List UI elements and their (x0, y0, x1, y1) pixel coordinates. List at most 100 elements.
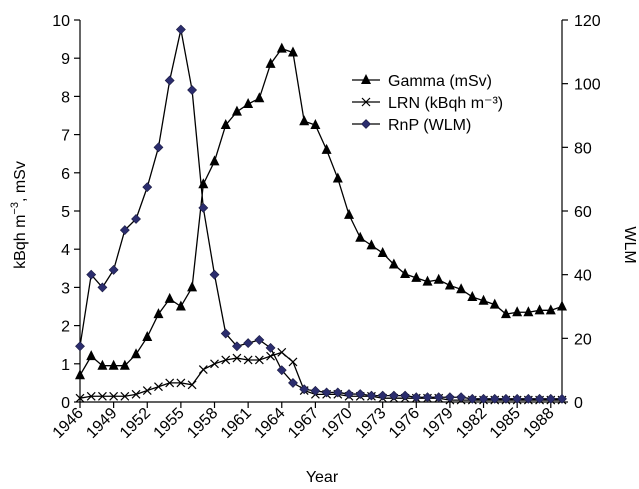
left-y-axis-label-suffix: , mSv (12, 161, 29, 202)
lrn-point (176, 378, 186, 388)
rnp-point (299, 384, 310, 395)
gamma-point (489, 298, 500, 309)
gamma-point (108, 359, 119, 370)
rnp-point (164, 75, 175, 86)
lrn-point-stroke (277, 347, 287, 357)
rnp-point (119, 225, 130, 236)
rnp-point (265, 342, 276, 353)
x-tick-label: 1967 (285, 405, 322, 442)
rnp-point (153, 142, 164, 153)
rnp-point (366, 390, 377, 401)
right-y-axis-label: WLM (621, 226, 638, 263)
rnp-point (97, 282, 108, 293)
gamma-point (366, 239, 377, 250)
lrn-point-stroke (86, 391, 96, 401)
lrn-point-stroke (165, 378, 175, 388)
gamma-point (344, 208, 355, 219)
rnp-point (344, 389, 354, 399)
right-y-tick-label: 80 (574, 140, 592, 157)
gamma-point (332, 172, 343, 183)
rnp-point (254, 335, 265, 345)
rnp-point (456, 392, 467, 403)
rnp-point (355, 389, 366, 399)
lrn-point (232, 353, 242, 363)
x-tick-label: 1964 (251, 405, 288, 442)
gamma-point (142, 331, 153, 342)
legend: Gamma (mSv) LRN (kBqh m⁻³) RnP (WLM) (352, 73, 503, 134)
legend-item-gamma: Gamma (mSv) (352, 73, 492, 90)
rnp-point (433, 392, 444, 403)
left-y-tick-label: 0 (61, 395, 70, 412)
lrn-point-stroke (154, 382, 163, 392)
gamma-point (287, 46, 298, 57)
left-y-axis-label-superscript: −3 (9, 202, 21, 215)
rnp-point (400, 390, 410, 401)
rnp-point (187, 85, 198, 95)
rnp-series (75, 24, 567, 404)
gamma-point (444, 279, 455, 290)
lrn-point (187, 380, 197, 390)
rnp-point (198, 202, 209, 213)
rnp-point (75, 341, 85, 352)
lrn-point-stroke (361, 97, 371, 107)
lrn-point-stroke (232, 353, 242, 363)
gamma-point (131, 348, 142, 359)
lrn-point-stroke (120, 391, 130, 401)
lrn-point (210, 359, 219, 369)
gamma-point (164, 292, 175, 303)
rnp-point (332, 387, 343, 398)
rnp-point (108, 264, 119, 275)
x-ticks: 1946194919521955195819611964196719701973… (50, 402, 558, 442)
rnp-point (209, 269, 220, 280)
gamma-series (75, 42, 567, 380)
gamma-point (276, 42, 287, 53)
x-tick-label: 1961 (218, 405, 255, 442)
lrn-point-stroke (131, 389, 141, 399)
gamma-point (209, 155, 220, 166)
gamma-point (411, 271, 422, 282)
gamma-point (456, 283, 467, 294)
lrn-point (75, 393, 85, 403)
legend-item-rnp: RnP (WLM) (352, 117, 471, 134)
left-y-tick-label: 1 (61, 357, 70, 374)
left-y-tick-label: 9 (61, 51, 70, 68)
rnp-point (512, 393, 523, 404)
lrn-point-stroke (97, 391, 107, 401)
x-tick-label: 1949 (83, 405, 120, 442)
lrn-point-stroke (75, 393, 85, 403)
rnp-point (501, 393, 511, 404)
lrn-point (254, 355, 264, 365)
lrn-point (154, 382, 163, 392)
rnp-point (411, 392, 422, 403)
rnp-point (361, 119, 371, 129)
gamma-point (534, 304, 545, 315)
rnp-point (377, 390, 388, 401)
rnp-point (545, 393, 556, 404)
lrn-point (221, 355, 231, 365)
rnp-point (276, 365, 287, 376)
lrn-point-stroke (254, 355, 264, 365)
gamma-point (361, 74, 371, 84)
rnp-point (534, 393, 545, 404)
gamma-point (467, 290, 478, 301)
lrn-point (120, 391, 130, 401)
rnp-point (557, 393, 567, 404)
rnp-point (478, 393, 489, 404)
left-y-ticks: 0 1 2 3 4 5 6 7 8 9 10 (52, 13, 80, 412)
gamma-point (119, 359, 130, 370)
x-tick-label: 1985 (487, 405, 524, 442)
x-tick-label: 1952 (117, 405, 154, 442)
lrn-point-stroke (109, 391, 119, 401)
lrn-point-stroke (187, 380, 197, 390)
x-tick-label: 1979 (420, 405, 457, 442)
gamma-point (299, 115, 310, 126)
rnp-point (86, 269, 97, 280)
lrn-point-stroke (142, 386, 152, 395)
x-tick-label: 1958 (184, 405, 221, 442)
left-y-tick-label: 10 (52, 13, 70, 30)
rnp-point (220, 328, 231, 339)
gamma-point (265, 57, 276, 68)
lrn-point-stroke (221, 355, 231, 365)
rnp-point (142, 182, 153, 193)
